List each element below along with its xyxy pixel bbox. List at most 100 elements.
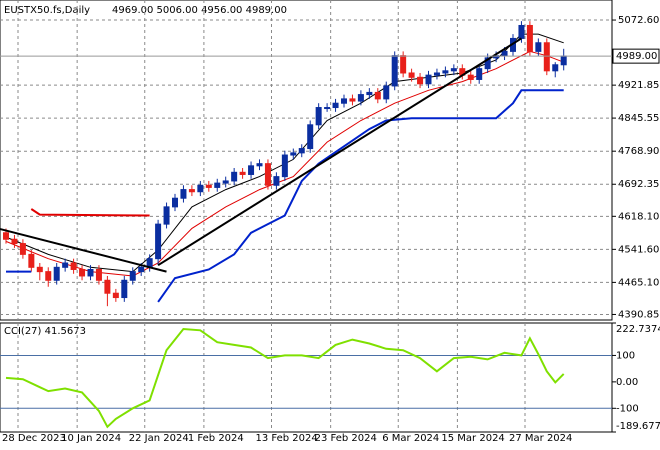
indicator-line [0,227,167,273]
candle-body [273,176,280,186]
candle-body [87,268,94,277]
candle-body [518,24,525,39]
y-tick-label: 4541.60 [618,244,659,255]
candle-body [315,107,322,126]
indicator-line [157,37,522,267]
candle-body [214,182,221,188]
candle-body [552,64,559,72]
candle-body [70,262,77,270]
y-tick-label: 4768.90 [618,146,659,157]
cci-tick-label: 222.7374 [616,324,660,335]
candle-body [366,91,373,96]
candle-body [188,189,195,193]
candle-body [231,171,238,182]
candle-body [172,197,178,208]
x-tick-label: 15 Mar 2024 [441,433,504,444]
candle-body [121,279,128,299]
cci-tick-label: -189.6771 [616,421,660,432]
cci-panel [0,322,613,433]
indicator-line [157,89,564,303]
y-tick-label: 4618.10 [618,211,659,222]
candle-body [222,180,229,184]
candle-body [442,70,449,74]
candle-body [19,243,26,255]
candle-body [408,72,415,78]
candle-body [433,72,440,76]
y-tick-label: 5072.60 [618,15,659,26]
candle-body [526,24,533,52]
candle-body [197,184,204,193]
candle-body [36,266,43,273]
indicator-line [5,50,564,277]
candle-body [138,266,145,273]
candle-body [281,154,288,178]
x-tick-label: 6 Mar 2024 [382,433,439,444]
candle-body [349,98,356,102]
candle-body [239,171,246,175]
cci-tick-label: 0.00 [616,377,638,388]
candle-body [11,238,18,245]
x-tick-label: 23 Feb 2024 [315,433,377,444]
candle-body [467,74,474,80]
y-tick-label: 4845.55 [618,113,659,124]
candle-body [307,124,314,150]
candle-body [155,223,162,260]
candle-body [163,206,170,225]
indicator-line [5,327,565,429]
x-tick-label: 27 Mar 2024 [509,433,572,444]
candle-body [264,163,271,186]
symbol: EUSTX50.fs,Daily [4,5,90,16]
candle-body [95,268,102,281]
candle-body [501,50,508,57]
candle-body [543,42,550,72]
candle-body [383,85,390,100]
candle-body [484,57,491,70]
indicator-line [30,208,150,217]
candle-body [256,163,263,167]
candle-body [79,268,86,277]
candle-body [391,55,398,87]
y-tick-label: 4692.35 [618,179,659,190]
candle-body [298,148,305,154]
candle-body [104,279,111,294]
cci-label: CCI(27) 41.5673 [4,326,86,337]
y-tick-label: 4465.10 [618,277,659,288]
y-tick-label: 4921.85 [618,80,659,91]
ohlc: 4969.00 5006.00 4956.00 4989.00 [112,5,287,16]
current-price-label: 4989.00 [616,51,657,62]
candle-body [560,55,567,66]
current-price-box [612,48,660,64]
candle-body [425,74,432,85]
candle-body [374,91,381,100]
candle-body [417,76,424,85]
x-tick-label: 13 Feb 2024 [256,433,318,444]
candle-body [476,68,483,80]
price-panel [0,0,613,321]
x-tick-label: 28 Dec 2023 [2,433,66,444]
candle-body [400,55,407,74]
cci-tick-label: 100 [616,350,635,361]
candle-body [357,94,364,102]
candle-body [535,42,542,52]
candle-body [248,165,255,175]
candle-body [45,271,52,281]
candle-body [205,184,212,188]
candle-body [180,189,187,199]
x-tick-label: 10 Jan 2024 [61,433,121,444]
candle-body [341,98,347,104]
candle-body [324,107,331,110]
y-tick-label: 4390.85 [618,309,659,320]
candle-body [129,271,136,281]
candle-body [53,266,60,281]
candle-body [332,102,339,109]
candle-body [290,152,297,156]
candle-body [112,292,119,299]
candle-body [28,253,35,268]
x-tick-label: 1 Feb 2024 [188,433,244,444]
candle-body [3,232,9,240]
candle-body [450,68,457,72]
cci-tick-label: -100 [616,403,639,414]
candle-body [62,262,69,268]
x-tick-label: 22 Jan 2024 [129,433,189,444]
